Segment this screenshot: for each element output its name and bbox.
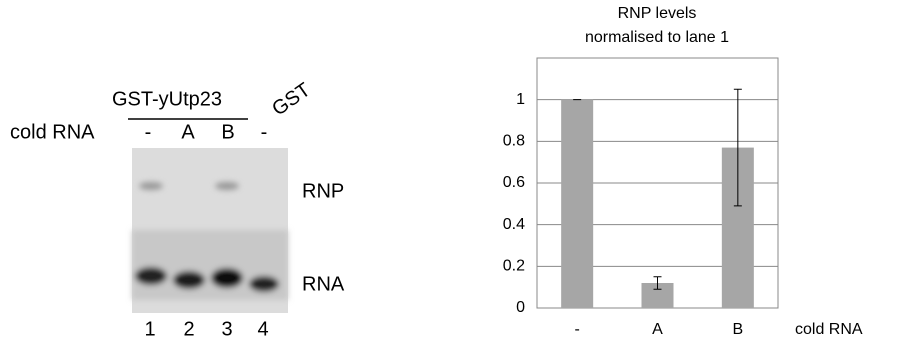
band-label: RNA bbox=[302, 273, 345, 295]
lane-label: B bbox=[221, 121, 234, 143]
bar bbox=[561, 100, 593, 308]
lane-label: - bbox=[261, 121, 268, 143]
figure: GST-yUtp23 GST cold RNA - A B - RNP RNA … bbox=[0, 0, 912, 350]
lane-number: 3 bbox=[221, 318, 232, 340]
row-label: cold RNA bbox=[10, 121, 95, 143]
x-tick-label: - bbox=[575, 321, 580, 338]
chart: RNP levels normalised to lane 1 cold RNA… bbox=[503, 5, 863, 338]
lane-label: A bbox=[181, 121, 195, 143]
x-tick-label: B bbox=[732, 321, 743, 338]
band-label: RNP bbox=[302, 180, 344, 202]
chart-title: normalised to lane 1 bbox=[585, 29, 729, 46]
lane-label: - bbox=[145, 121, 152, 143]
x-tick-label: A bbox=[652, 321, 663, 338]
gel: GST-yUtp23 GST cold RNA - A B - RNP RNA … bbox=[10, 79, 345, 340]
y-tick-label: 0.2 bbox=[503, 258, 525, 275]
control-label: GST bbox=[268, 79, 314, 121]
y-tick-label: 0 bbox=[516, 299, 525, 316]
y-tick-label: 1 bbox=[516, 91, 525, 108]
lane-number: 2 bbox=[183, 318, 194, 340]
chart-title: RNP levels bbox=[618, 5, 697, 22]
y-tick-label: 0.8 bbox=[503, 133, 525, 150]
construct-label: GST-yUtp23 bbox=[112, 88, 222, 110]
y-tick-label: 0.6 bbox=[503, 174, 525, 191]
x-axis-label: cold RNA bbox=[795, 321, 863, 338]
lane-number: 4 bbox=[257, 318, 268, 340]
y-tick-label: 0.4 bbox=[503, 216, 525, 233]
lane-number: 1 bbox=[144, 318, 155, 340]
